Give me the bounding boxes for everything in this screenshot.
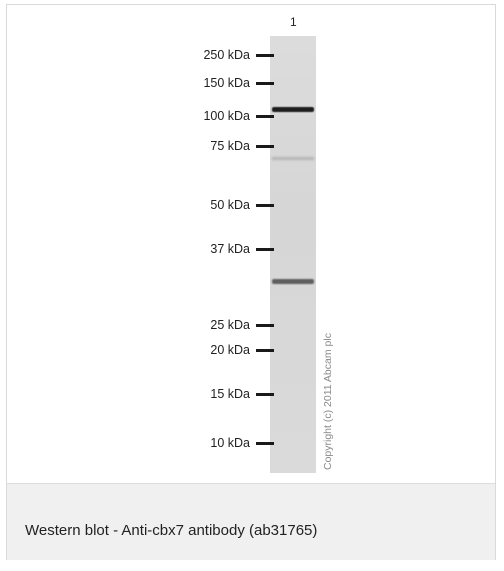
- marker-tick: [256, 348, 274, 352]
- marker-75: 75 kDa: [166, 139, 274, 153]
- marker-250: 250 kDa: [166, 48, 274, 62]
- band-30kda: [272, 279, 314, 284]
- marker-25: 25 kDa: [166, 318, 274, 332]
- marker-100: 100 kDa: [166, 109, 274, 123]
- marker-tick: [256, 323, 274, 327]
- marker-150: 150 kDa: [166, 76, 274, 90]
- western-blot-image: 1 250 kDa 150 kDa 100 kDa 75 kDa 50 kDa …: [7, 5, 495, 483]
- marker-tick: [256, 81, 274, 85]
- marker-10: 10 kDa: [166, 436, 274, 450]
- caption-bar: Western blot - Anti-cbx7 antibody (ab317…: [7, 483, 495, 560]
- marker-15: 15 kDa: [166, 387, 274, 401]
- lane-number: 1: [290, 15, 297, 29]
- figure-frame: 1 250 kDa 150 kDa 100 kDa 75 kDa 50 kDa …: [6, 4, 496, 560]
- marker-tick: [256, 144, 274, 148]
- marker-tick: [256, 203, 274, 207]
- band-75kda-faint: [272, 157, 314, 160]
- marker-tick: [256, 392, 274, 396]
- blot-lane: [270, 36, 316, 473]
- marker-tick: [256, 247, 274, 251]
- marker-tick: [256, 53, 274, 57]
- marker-20: 20 kDa: [166, 343, 274, 357]
- marker-tick: [256, 114, 274, 118]
- figure-caption: Western blot - Anti-cbx7 antibody (ab317…: [25, 522, 318, 539]
- marker-tick: [256, 441, 274, 445]
- band-100kda: [272, 107, 314, 112]
- marker-50: 50 kDa: [166, 198, 274, 212]
- marker-37: 37 kDa: [166, 242, 274, 256]
- copyright-watermark: Copyright (c) 2011 Abcam plc: [322, 333, 334, 470]
